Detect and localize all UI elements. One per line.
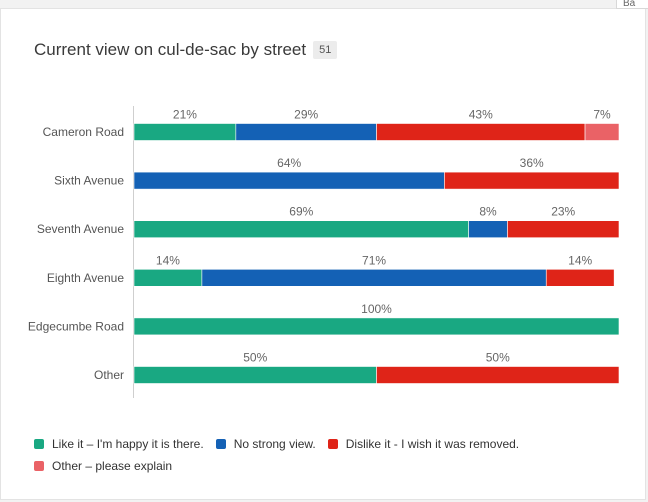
chart-card <box>0 8 646 500</box>
legend-item[interactable]: Like it – I'm happy it is there. <box>34 437 204 451</box>
bar-segment <box>235 123 377 141</box>
data-label: 7% <box>593 108 611 122</box>
category-label: Edgecumbe Road <box>28 319 124 333</box>
bar-segment <box>507 220 620 238</box>
data-label: 69% <box>289 205 313 219</box>
bar-segment <box>133 317 620 336</box>
legend-item[interactable]: No strong view. <box>215 437 316 451</box>
bar-segment <box>468 220 508 238</box>
back-tab[interactable]: Ba <box>616 0 648 9</box>
bar-segment <box>545 268 615 287</box>
bar-segment <box>133 268 203 287</box>
bar-segment <box>201 268 547 287</box>
chart-header: Current view on cul-de-sac by street 51 <box>34 40 338 60</box>
legend-row: Like it – I'm happy it is there. No stron… <box>34 433 634 455</box>
category-label: Cameron Road <box>43 125 124 139</box>
data-label: 43% <box>469 108 493 122</box>
data-label: 50% <box>243 351 267 365</box>
data-label: 8% <box>479 205 497 219</box>
legend-item[interactable]: Dislike it - I wish it was removed. <box>327 437 520 451</box>
category-label: Other <box>94 368 124 382</box>
data-label: 29% <box>294 108 318 122</box>
legend-label: Other – please explain <box>52 459 173 473</box>
chart-legend: Like it – I'm happy it is there. No stron… <box>34 433 634 477</box>
legend-swatch <box>215 439 226 449</box>
data-label: 50% <box>486 351 510 365</box>
legend-swatch <box>327 439 338 449</box>
bar-segment <box>133 220 469 238</box>
category-label: Sixth Avenue <box>54 174 124 188</box>
response-count-badge: 51 <box>313 41 338 59</box>
data-label: 23% <box>551 205 575 219</box>
bar-segment <box>133 123 237 141</box>
data-label: 14% <box>568 253 592 267</box>
legend-item[interactable]: Other – please explain <box>34 459 172 473</box>
bar-segment <box>376 123 586 141</box>
legend-row: Other – please explain <box>34 455 634 477</box>
legend-swatch <box>34 439 44 449</box>
legend-label: No strong view. <box>233 437 316 451</box>
legend-label: Like it – I'm happy it is there. <box>52 437 204 451</box>
bar-segment <box>584 123 620 141</box>
legend-swatch <box>34 461 44 471</box>
data-label: 21% <box>173 108 197 122</box>
chart-title: Current view on cul-de-sac by street <box>34 40 307 59</box>
category-label: Seventh Avenue <box>37 222 125 236</box>
bar-segment <box>376 366 620 384</box>
category-label: Eighth Avenue <box>47 271 125 285</box>
back-tab-label: Ba <box>623 0 636 9</box>
legend-label: Dislike it - I wish it was removed. <box>345 437 520 451</box>
data-label: 71% <box>362 253 386 267</box>
bar-segment <box>444 171 620 190</box>
bar-segment <box>133 171 445 190</box>
data-label: 100% <box>361 302 392 316</box>
data-label: 14% <box>156 253 180 267</box>
data-label: 36% <box>520 156 544 170</box>
bar-segment <box>133 366 377 384</box>
data-label: 64% <box>277 156 301 170</box>
